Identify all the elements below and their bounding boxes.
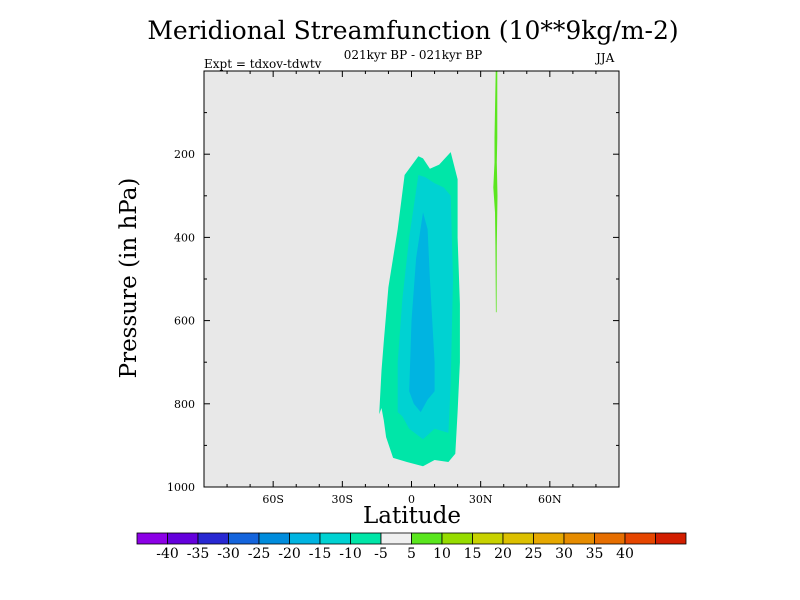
colorbar-swatch [289, 532, 321, 545]
colorbar-swatch [167, 532, 199, 545]
experiment-label: Expt = tdxov-tdwtv [204, 57, 322, 71]
x-tick-label: 30S [332, 493, 354, 506]
colorbar-swatch [563, 532, 595, 545]
colorbar-label: -25 [248, 546, 271, 562]
colorbar-label: -20 [278, 546, 301, 562]
colorbar-swatch [502, 532, 534, 545]
chart-subtitle: 021kyr BP - 021kyr BP [343, 48, 483, 62]
colorbar-label: 10 [433, 546, 451, 562]
colorbar-swatch [472, 532, 504, 545]
colorbar-swatch [197, 532, 229, 545]
x-tick-label: 30N [469, 493, 493, 506]
colorbar-swatch [380, 532, 412, 545]
colorbar-label: -30 [217, 546, 240, 562]
axis-ticks: 60S 30S 0 30N 60N 200 400 600 800 1000 [167, 71, 619, 506]
colorbar: -40 -35 -30 -25 -20 -15 -10 -5 5 10 15 20 25 30 35 40 [136, 532, 687, 562]
y-tick-label: 800 [174, 398, 195, 411]
colorbar-label: 25 [525, 546, 543, 562]
y-tick-label: 1000 [167, 481, 195, 494]
colorbar-label: -10 [339, 546, 362, 562]
colorbar-swatch [258, 532, 290, 545]
colorbar-label: 40 [616, 546, 634, 562]
colorbar-swatch [411, 532, 443, 545]
colorbar-swatch [228, 532, 260, 545]
x-tick-label: 60N [538, 493, 562, 506]
x-tick-label: 0 [408, 493, 415, 506]
chart-title: Meridional Streamfunction (10**9kg/m-2) [147, 16, 679, 45]
x-tick-label: 60S [262, 493, 284, 506]
y-tick-label: 200 [174, 148, 195, 161]
contour-regions [379, 71, 498, 467]
colorbar-swatch [655, 532, 687, 545]
colorbar-swatch [319, 532, 351, 545]
contour-region-2 [409, 212, 435, 413]
colorbar-label: -5 [374, 546, 388, 562]
y-tick-label: 600 [174, 315, 195, 328]
colorbar-label: 5 [407, 546, 416, 562]
colorbar-label: 30 [555, 546, 573, 562]
y-tick-label: 400 [174, 231, 195, 244]
colorbar-label: 15 [464, 546, 482, 562]
colorbar-swatch [441, 532, 473, 545]
colorbar-label: 20 [494, 546, 512, 562]
colorbar-swatch [624, 532, 656, 545]
colorbar-swatch [594, 532, 626, 545]
x-axis-label: Latitude [363, 503, 461, 529]
colorbar-label: -15 [309, 546, 332, 562]
colorbar-swatch [533, 532, 565, 545]
colorbar-label: -35 [187, 546, 210, 562]
colorbar-swatch [136, 532, 168, 545]
colorbar-label: 35 [586, 546, 604, 562]
colorbar-label: -40 [156, 546, 179, 562]
colorbar-swatch [350, 532, 382, 545]
contour-region-3 [493, 71, 498, 313]
season-label: JJA [596, 51, 615, 65]
